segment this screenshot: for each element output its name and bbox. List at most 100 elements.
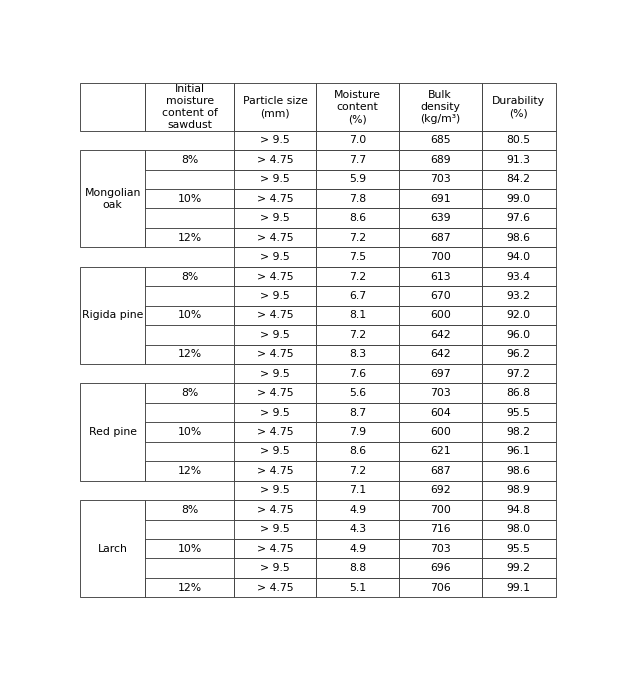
Text: > 9.5: > 9.5 [260, 291, 290, 301]
Bar [482, 461, 556, 481]
Text: 95.5: 95.5 [507, 408, 531, 418]
Bar [399, 578, 482, 597]
Bar [234, 84, 316, 131]
Bar [146, 461, 234, 481]
Text: 95.5: 95.5 [507, 544, 531, 553]
Text: 642: 642 [430, 330, 451, 340]
Bar [146, 539, 234, 558]
Text: 689: 689 [430, 155, 451, 165]
Text: Rigida pine: Rigida pine [82, 311, 143, 320]
Bar [316, 423, 399, 441]
Bar [80, 500, 146, 597]
Bar [482, 170, 556, 189]
Text: > 4.75: > 4.75 [257, 505, 293, 515]
Bar [146, 267, 234, 286]
Bar [482, 481, 556, 500]
Bar [482, 228, 556, 247]
Text: Larch: Larch [98, 544, 128, 553]
Bar [234, 364, 316, 384]
Bar [234, 131, 316, 150]
Text: 8%: 8% [181, 388, 198, 398]
Text: 670: 670 [430, 291, 451, 301]
Text: 7.6: 7.6 [349, 369, 366, 379]
Text: 96.1: 96.1 [507, 446, 531, 456]
Text: > 4.75: > 4.75 [257, 582, 293, 592]
Bar [482, 423, 556, 441]
Text: > 9.5: > 9.5 [260, 446, 290, 456]
Text: 7.7: 7.7 [349, 155, 366, 165]
Bar [316, 344, 399, 364]
Bar [399, 170, 482, 189]
Bar [482, 189, 556, 208]
Bar [80, 84, 146, 131]
Bar [234, 403, 316, 423]
Text: 703: 703 [430, 544, 451, 553]
Bar [399, 150, 482, 170]
Text: 5.9: 5.9 [349, 175, 366, 185]
Text: 10%: 10% [177, 311, 202, 320]
Bar [234, 461, 316, 481]
Bar [316, 558, 399, 578]
Bar [234, 306, 316, 325]
Text: Mongolian
oak: Mongolian oak [84, 188, 141, 210]
Bar [146, 578, 234, 597]
Text: 600: 600 [430, 427, 451, 437]
Bar [234, 520, 316, 539]
Text: 7.2: 7.2 [349, 272, 366, 282]
Bar [316, 267, 399, 286]
Text: 91.3: 91.3 [507, 155, 531, 165]
Text: Bulk
density
(kg/m³): Bulk density (kg/m³) [420, 90, 461, 124]
Text: > 9.5: > 9.5 [260, 175, 290, 185]
Text: 697: 697 [430, 369, 451, 379]
Text: 4.9: 4.9 [349, 505, 366, 515]
Text: 8.7: 8.7 [349, 408, 366, 418]
Bar [316, 150, 399, 170]
Bar [316, 384, 399, 403]
Bar [399, 423, 482, 441]
Bar [80, 150, 146, 247]
Text: 8.3: 8.3 [349, 349, 366, 359]
Bar [316, 403, 399, 423]
Text: > 9.5: > 9.5 [260, 524, 290, 534]
Text: 621: 621 [430, 446, 451, 456]
Text: 5.1: 5.1 [349, 582, 366, 592]
Text: 92.0: 92.0 [507, 311, 531, 320]
Bar [146, 423, 234, 441]
Text: > 4.75: > 4.75 [257, 466, 293, 476]
Bar [234, 384, 316, 403]
Bar [482, 558, 556, 578]
Bar [316, 228, 399, 247]
Text: 8.6: 8.6 [349, 446, 366, 456]
Text: 84.2: 84.2 [507, 175, 531, 185]
Text: 691: 691 [430, 194, 451, 204]
Bar [482, 325, 556, 344]
Text: 639: 639 [430, 213, 451, 223]
Text: 8.8: 8.8 [349, 563, 366, 573]
Text: 94.0: 94.0 [507, 252, 531, 262]
Text: > 9.5: > 9.5 [260, 408, 290, 418]
Text: 93.4: 93.4 [507, 272, 531, 282]
Bar [146, 228, 234, 247]
Bar [482, 286, 556, 306]
Bar [316, 247, 399, 267]
Bar [399, 403, 482, 423]
Bar [234, 189, 316, 208]
Bar [146, 189, 234, 208]
Text: > 9.5: > 9.5 [260, 563, 290, 573]
Text: 7.8: 7.8 [349, 194, 366, 204]
Text: 7.9: 7.9 [349, 427, 366, 437]
Bar [399, 131, 482, 150]
Bar [234, 558, 316, 578]
Text: 97.6: 97.6 [507, 213, 531, 223]
Bar [146, 84, 234, 131]
Bar [234, 286, 316, 306]
Text: 98.6: 98.6 [507, 233, 531, 243]
Bar [482, 306, 556, 325]
Bar [234, 228, 316, 247]
Bar [399, 247, 482, 267]
Text: > 4.75: > 4.75 [257, 388, 293, 398]
Bar [146, 500, 234, 520]
Bar [316, 325, 399, 344]
Text: 700: 700 [430, 505, 451, 515]
Bar [482, 539, 556, 558]
